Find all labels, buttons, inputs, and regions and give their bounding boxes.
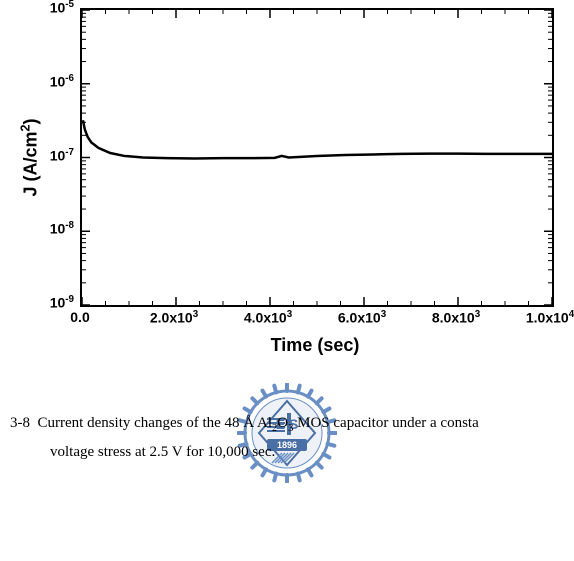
x-tick-label: 4.0x103 (233, 309, 303, 326)
plot-box (80, 8, 554, 307)
y-axis-label: J (A/cm2) (19, 107, 42, 207)
caption-line-1: 3-8 Current density changes of the 48 Å … (10, 410, 564, 439)
y-tick-label: 10-5 (50, 0, 74, 16)
x-tick-label: 1.0x104 (515, 309, 574, 326)
x-tick-label: 0.0 (45, 309, 115, 325)
x-tick-label: 8.0x103 (421, 309, 491, 326)
x-axis-label: Time (sec) (80, 335, 550, 356)
figure-caption: 3-8 Current density changes of the 48 Å … (10, 410, 564, 466)
chart-svg (82, 10, 552, 305)
y-tick-label: 10-8 (50, 220, 74, 237)
x-tick-label: 6.0x103 (327, 309, 397, 326)
chart-container: J (A/cm2) Time (sec) 10-510-610-710-810-… (0, 0, 574, 380)
y-tick-label: 10-6 (50, 73, 74, 90)
y-tick-label: 10-7 (50, 147, 74, 164)
x-tick-label: 2.0x103 (139, 309, 209, 326)
caption-line-2: voltage stress at 2.5 V for 10,000 sec. (10, 439, 564, 466)
